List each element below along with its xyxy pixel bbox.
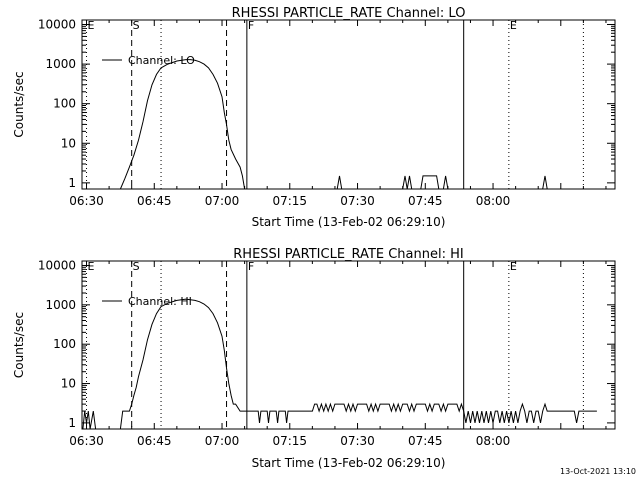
- y-tick-label: 100: [53, 97, 76, 111]
- event-marker-label: S: [133, 19, 140, 32]
- x-tick-label: 07:45: [408, 194, 443, 208]
- x-tick-label: 06:30: [69, 434, 104, 448]
- x-tick-label: 08:00: [476, 434, 511, 448]
- event-marker-label: S: [133, 260, 140, 273]
- y-tick-label: 10: [61, 377, 76, 391]
- x-tick-label: 06:45: [137, 194, 172, 208]
- y-tick-label: 1: [68, 416, 76, 430]
- y-tick-label: 10: [61, 136, 76, 150]
- x-tick-label: 08:00: [476, 194, 511, 208]
- chart-title: RHESSI PARTICLE_RATE Channel: LO: [232, 6, 466, 21]
- x-tick-label: 07:45: [408, 434, 443, 448]
- event-marker-label: F: [248, 19, 254, 32]
- x-axis-label: Start Time (13-Feb-02 06:29:10): [252, 456, 446, 470]
- y-tick-label: 10000: [38, 258, 76, 272]
- footer-timestamp: 13-Oct-2021 13:10: [560, 467, 636, 476]
- event-marker-label: E: [510, 19, 517, 32]
- y-tick-label: 100: [53, 337, 76, 351]
- x-tick-label: 07:00: [205, 434, 240, 448]
- y-tick-label: 10000: [38, 18, 76, 32]
- plot-frame: [81, 260, 616, 430]
- series-line: [82, 298, 597, 430]
- y-tick-label: 1: [68, 176, 76, 190]
- y-tick-label: 1000: [45, 57, 76, 71]
- event-marker-label: E: [88, 19, 95, 32]
- x-tick-label: 07:00: [205, 194, 240, 208]
- x-tick-label: 06:30: [69, 194, 104, 208]
- x-axis-label: Start Time (13-Feb-02 06:29:10): [252, 215, 446, 229]
- x-tick-label: 07:15: [272, 434, 307, 448]
- x-tick-label: 07:30: [340, 434, 375, 448]
- event-marker-label: E: [88, 260, 95, 273]
- series-line: [119, 59, 548, 190]
- x-tick-label: 07:30: [340, 194, 375, 208]
- y-tick-label: 1000: [45, 298, 76, 312]
- chart-title: RHESSI PARTICLE_RATE Channel: HI: [233, 247, 463, 262]
- y-axis-label: Counts/sec: [12, 71, 26, 137]
- x-tick-label: 06:45: [137, 434, 172, 448]
- legend-label: Channel: HI: [128, 295, 192, 308]
- plot-frame: [81, 19, 616, 190]
- y-axis-label: Counts/sec: [12, 312, 26, 378]
- legend-label: Channel: LO: [128, 54, 195, 67]
- x-tick-label: 07:15: [272, 194, 307, 208]
- event-marker-label: E: [510, 260, 517, 273]
- event-marker-label: F: [248, 260, 254, 273]
